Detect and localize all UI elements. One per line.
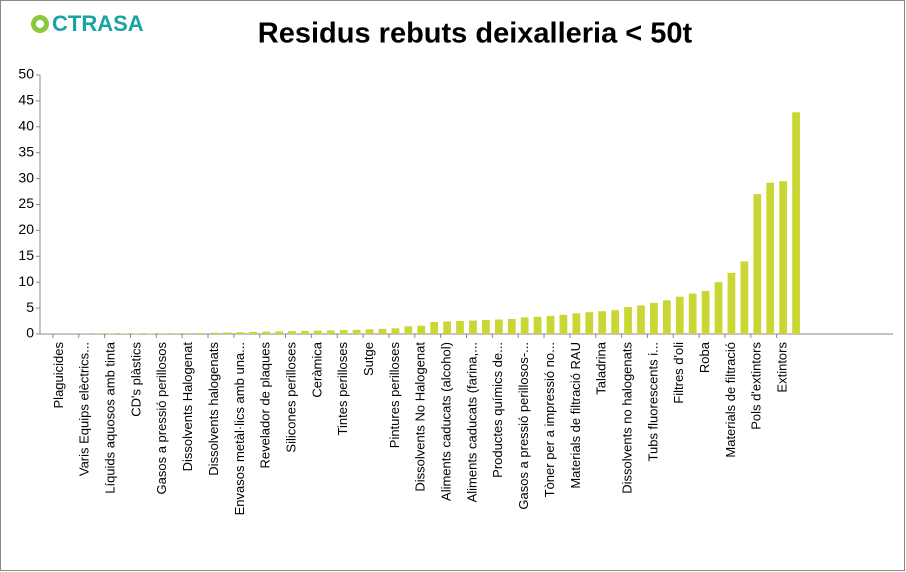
x-tick-label: Aliments caducats (alcohol) bbox=[439, 342, 454, 501]
bar bbox=[236, 332, 245, 334]
bar bbox=[171, 333, 180, 334]
y-tick-label: 0 bbox=[26, 325, 34, 341]
bar bbox=[650, 302, 658, 334]
x-tick-label: Silicones perilloses bbox=[283, 342, 298, 453]
bar bbox=[482, 320, 490, 334]
bar bbox=[443, 321, 451, 334]
y-tick-label: 15 bbox=[18, 247, 34, 263]
bar bbox=[559, 314, 568, 334]
bar bbox=[792, 112, 800, 335]
x-tick-label: Roba bbox=[697, 341, 712, 373]
bar bbox=[417, 325, 426, 334]
bar bbox=[145, 333, 154, 334]
bar bbox=[313, 330, 322, 334]
bar bbox=[404, 326, 413, 334]
bar bbox=[740, 261, 749, 334]
bar bbox=[520, 317, 529, 334]
logo: CTRASA bbox=[52, 11, 144, 36]
x-tick-label: Materials de filtració RAU bbox=[568, 342, 583, 489]
bar bbox=[494, 319, 503, 334]
bar bbox=[753, 194, 762, 334]
x-tick-label: CD's plàstics bbox=[128, 342, 143, 417]
x-tick-label: Filtres d'oli bbox=[671, 342, 686, 404]
bar bbox=[611, 310, 620, 334]
bar bbox=[533, 316, 542, 334]
bar bbox=[688, 293, 697, 334]
x-tick-label: Ceràmica bbox=[309, 341, 324, 397]
bar bbox=[197, 332, 206, 334]
x-tick-label: Tintes perilloses bbox=[335, 342, 350, 436]
y-tick-label: 10 bbox=[18, 273, 34, 289]
bar bbox=[507, 318, 516, 334]
x-tick-label: Dissolvents No Halogenat bbox=[413, 342, 428, 492]
x-tick-label: Tubs fluorescents i... bbox=[645, 342, 660, 461]
bar bbox=[727, 272, 736, 334]
bar bbox=[262, 331, 271, 334]
bar bbox=[365, 329, 374, 334]
y-tick-label: 5 bbox=[26, 299, 34, 315]
x-tick-label: Dissolvents halogenats bbox=[206, 342, 221, 476]
bar bbox=[701, 291, 710, 334]
bar bbox=[352, 329, 361, 334]
bar bbox=[210, 332, 219, 334]
x-tick-label: Taladrina bbox=[594, 341, 609, 395]
y-tick-label: 35 bbox=[18, 143, 34, 159]
bar bbox=[326, 330, 335, 334]
logo-icon-hole bbox=[36, 20, 44, 28]
y-tick-label: 25 bbox=[18, 195, 34, 211]
chart-title: Residus rebuts deixalleria < 50t bbox=[258, 18, 693, 50]
bar bbox=[456, 321, 464, 334]
x-tick-label: Plaguicides bbox=[51, 342, 66, 409]
bar bbox=[637, 305, 645, 334]
y-tick-label: 30 bbox=[18, 169, 34, 185]
y-tick-label: 50 bbox=[18, 66, 34, 82]
x-tick-label: Aliments caducats (farina,... bbox=[464, 342, 479, 502]
bar bbox=[249, 331, 258, 334]
y-tick-label: 40 bbox=[18, 118, 34, 134]
x-tick-label: Extintors bbox=[775, 342, 790, 393]
bar bbox=[766, 182, 775, 334]
bar bbox=[430, 322, 439, 334]
y-tick-label: 45 bbox=[18, 92, 34, 108]
bar bbox=[391, 328, 400, 334]
bar bbox=[184, 333, 193, 334]
bar bbox=[223, 332, 232, 334]
x-tick-label: Materials de filtració bbox=[723, 342, 738, 458]
bar bbox=[779, 181, 788, 334]
bar bbox=[624, 307, 632, 334]
bar bbox=[675, 296, 684, 334]
bar bbox=[339, 330, 348, 334]
x-tick-label: Dissolvents no halogenats bbox=[619, 342, 634, 494]
bar bbox=[301, 330, 309, 334]
bar bbox=[288, 331, 296, 334]
bar bbox=[598, 311, 607, 334]
x-tick-label: Tòner per a impressió no... bbox=[542, 342, 557, 497]
bar bbox=[275, 331, 283, 334]
bar bbox=[469, 320, 477, 334]
x-tick-label: Líquids aquosos amb tinta bbox=[103, 341, 118, 494]
bar bbox=[158, 333, 167, 334]
x-tick-label: Envasos metàl·lics amb una... bbox=[232, 342, 247, 515]
x-tick-label: Gasos a pressió perillosos-... bbox=[516, 342, 531, 510]
x-tick-label: Revelador de plaques bbox=[258, 342, 273, 469]
x-tick-label: Sutge bbox=[361, 342, 376, 376]
bar bbox=[572, 313, 581, 334]
x-tick-label: Varis Equips elèctrics... bbox=[77, 342, 92, 476]
bar bbox=[378, 328, 387, 334]
bar bbox=[585, 312, 594, 334]
y-tick-label: 20 bbox=[18, 221, 34, 237]
x-tick-label: Gasos a pressió perillosos bbox=[154, 342, 169, 495]
bar bbox=[714, 282, 723, 334]
bar bbox=[662, 300, 671, 334]
bar bbox=[546, 315, 555, 334]
x-tick-label: Pintures perilloses bbox=[387, 342, 402, 449]
x-tick-label: Dissolvents Halogenat bbox=[180, 342, 195, 472]
x-tick-label: Productes químics de... bbox=[490, 342, 505, 478]
x-tick-label: Pols d'extintors bbox=[749, 342, 764, 430]
